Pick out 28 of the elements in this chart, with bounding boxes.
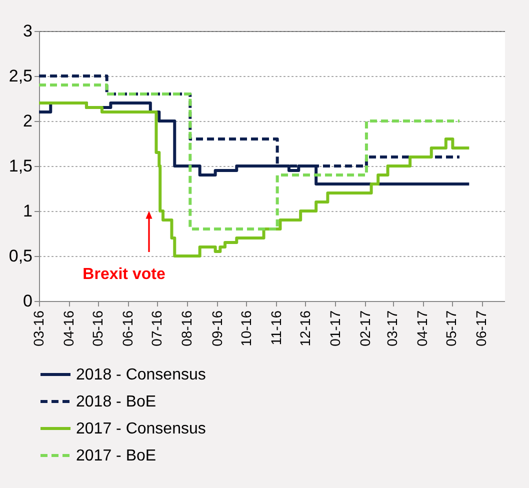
x-tick-label: 05-16 [90,310,106,346]
y-tick-label: 1,5 [8,156,32,176]
x-tick-label: 05-17 [443,310,460,346]
y-tick-label: 3 [23,22,32,40]
x-tick-label: 08-16 [178,310,195,346]
y-tick-label: 2,5 [8,66,32,86]
legend-label: 2017 - BoE [76,448,156,464]
annotation: Brexit vote [82,266,166,283]
x-tick-label: 06-17 [473,310,490,346]
x-tick-label: 07-16 [148,310,165,346]
y-tick-label: 0 [23,292,32,310]
y-tick-label: 1 [23,202,32,220]
x-tick-label: 03-17 [384,310,400,346]
x-tick-label: 06-16 [120,310,136,346]
x-tick-label: 04-17 [414,310,430,346]
x-tick-label: 11-16 [268,310,284,346]
x-tick-label: 12-16 [296,310,313,346]
legend-label: 2018 - Consensus [76,366,206,384]
x-tick-label: 10-16 [238,310,254,346]
legend-label: 2018 - BoE [76,394,156,410]
x-tick-label: 02-17 [356,310,373,346]
y-tick-label: 2 [23,112,32,130]
x-tick-label: 01-17 [326,310,343,346]
x-tick-label: 09-16 [208,310,225,346]
y-tick-label: 0,5 [8,246,32,266]
legend-label: 2017 - Consensus [76,420,206,438]
x-tick-label: 04-16 [60,310,77,346]
x-tick-label: 03-16 [30,310,46,346]
